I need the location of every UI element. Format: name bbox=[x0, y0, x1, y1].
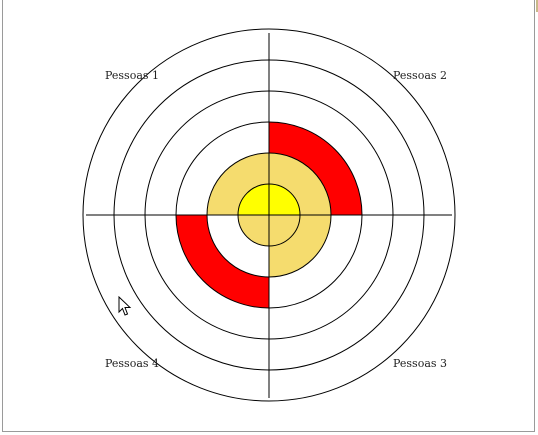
sector-pessoas-2-ring-2[interactable] bbox=[269, 153, 331, 215]
sector-pessoas-3-ring-2[interactable] bbox=[269, 215, 331, 277]
sectors-layer bbox=[176, 122, 362, 308]
label-pessoas-1: Pessoas 1 bbox=[105, 69, 159, 82]
sector-pessoas-1-ring-1[interactable] bbox=[238, 184, 269, 215]
sector-pessoas-1-ring-2[interactable] bbox=[207, 153, 269, 215]
label-pessoas-3: Pessoas 3 bbox=[393, 357, 447, 370]
sector-pessoas-2-ring-3[interactable] bbox=[269, 122, 362, 215]
sector-pessoas-4-ring-1[interactable] bbox=[238, 215, 269, 246]
mouse-pointer-icon bbox=[118, 296, 132, 316]
label-pessoas-4: Pessoas 4 bbox=[105, 357, 159, 370]
label-pessoas-2: Pessoas 2 bbox=[393, 69, 447, 82]
sector-pessoas-3-ring-1[interactable] bbox=[269, 215, 300, 246]
ring-6 bbox=[82, 28, 456, 402]
sector-pessoas-4-ring-3[interactable] bbox=[176, 215, 269, 308]
sector-pessoas-2-ring-1[interactable] bbox=[269, 184, 300, 215]
window-edge bbox=[536, 0, 538, 12]
